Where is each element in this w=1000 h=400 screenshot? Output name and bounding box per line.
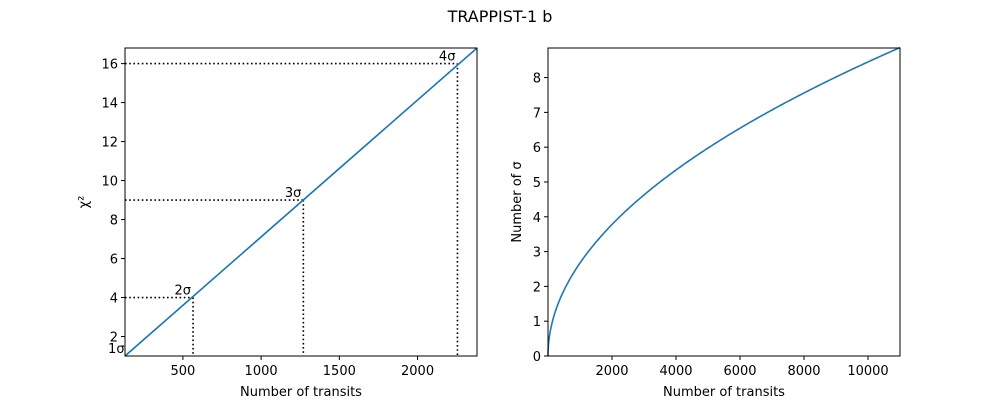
right-y-tick-label: 2: [533, 280, 541, 295]
left-y-tick-label: 2: [110, 331, 118, 346]
chi-squared-line: [125, 48, 477, 356]
right-chart-panel: 2000 4000 6000 8000 10000 0 1 2 3 4 5 6 7 8 Number of…: [510, 46, 901, 400]
right-chart-marks: [547, 46, 901, 357]
right-y-tick-label: 8: [533, 72, 541, 87]
right-axes-frame: [547, 47, 901, 357]
left-x-tick-label: 500: [170, 364, 195, 379]
left-y-tick-label: 10: [101, 175, 118, 190]
left-chart-panel: 1σ 2σ 3σ 4σ 500 1000 1500 2000 2 4 6 8 10 12 14 16 Num…: [77, 47, 478, 400]
left-y-tick-label: 8: [110, 214, 118, 229]
right-y-tick-label: 7: [533, 106, 541, 121]
left-x-tick-label: 2000: [401, 364, 434, 379]
right-y-tick-label: 3: [533, 246, 541, 261]
right-y-axis-label: Number of σ: [510, 161, 525, 242]
right-y-tick-label: 4: [533, 211, 541, 226]
right-x-axis-label: Number of transits: [663, 385, 785, 400]
right-x-tick-label: 4000: [659, 364, 692, 379]
sigma-curve: [547, 46, 901, 357]
sigma-annotation: 2σ: [175, 284, 192, 299]
left-y-tick-label: 4: [110, 292, 118, 307]
right-x-tick-label: 6000: [723, 364, 756, 379]
left-y-tick-label: 14: [101, 97, 118, 112]
left-x-tick-label: 1000: [245, 364, 278, 379]
left-tick-labels: 500 1000 1500 2000 2 4 6 8 10 12 14 16: [101, 58, 434, 379]
sigma-annotation: 3σ: [285, 186, 302, 201]
left-y-axis-label: χ²: [77, 196, 92, 209]
left-y-tick-label: 6: [110, 253, 118, 268]
figure-title: TRAPPIST-1 b: [447, 7, 553, 26]
left-x-tick-label: 1500: [323, 364, 356, 379]
left-axes-frame: [124, 47, 478, 357]
left-y-tick-label: 16: [101, 58, 118, 73]
left-x-axis-label: Number of transits: [240, 385, 362, 400]
sigma-annotation: 4σ: [439, 50, 456, 65]
right-y-tick-label: 5: [533, 176, 541, 191]
right-x-tick-label: 2000: [595, 364, 628, 379]
right-y-tick-label: 6: [533, 141, 541, 156]
left-chart-marks: 1σ 2σ 3σ 4σ: [108, 48, 477, 357]
right-x-tick-label: 10000: [847, 364, 888, 379]
right-y-tick-label: 1: [533, 315, 541, 330]
right-tick-labels: 2000 4000 6000 8000 10000 0 1 2 3 4 5 6 7 8: [533, 72, 889, 379]
sigma-annotation: 1σ: [108, 342, 125, 357]
right-x-tick-label: 8000: [787, 364, 820, 379]
right-y-tick-label: 0: [533, 350, 541, 365]
left-y-tick-label: 12: [101, 136, 118, 151]
